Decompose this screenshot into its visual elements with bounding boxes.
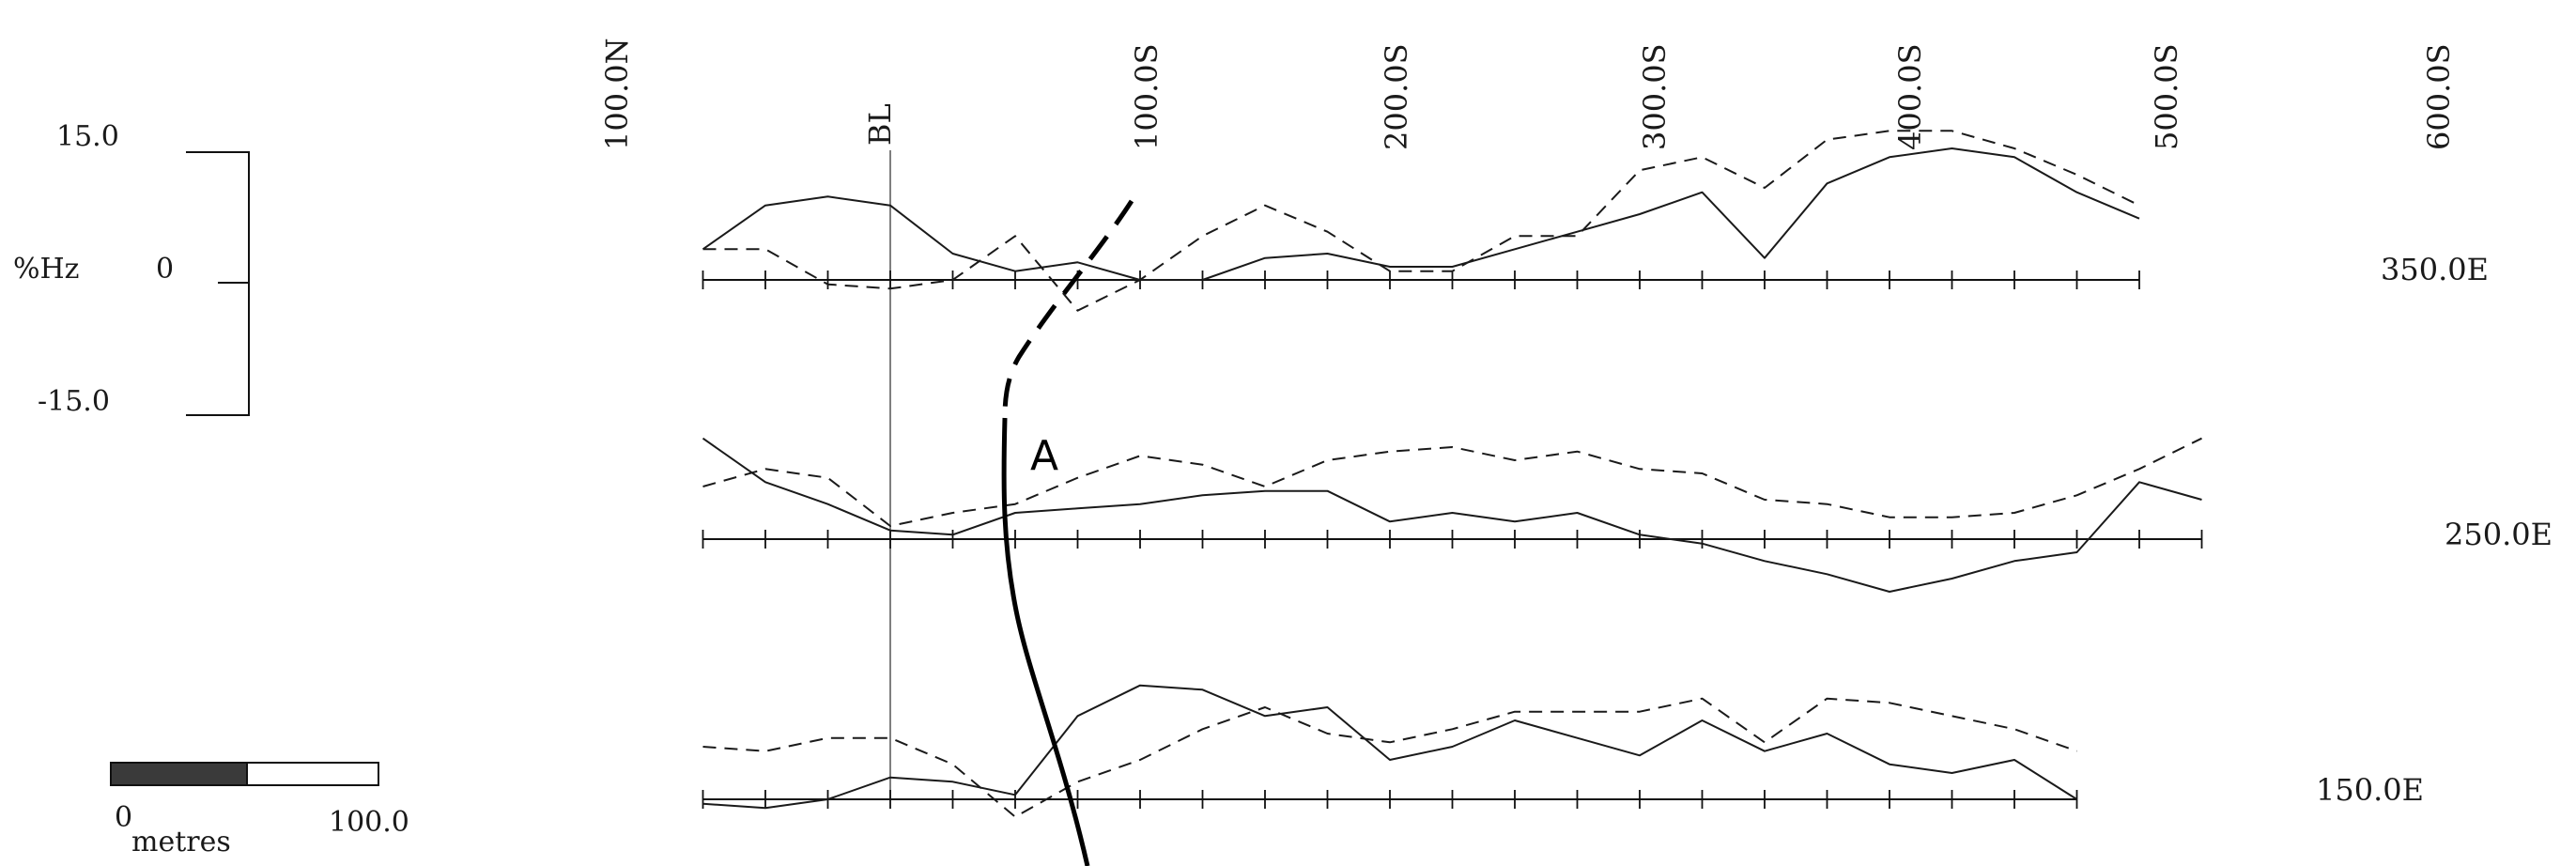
series-line-dashed [702,437,2202,527]
profile-line-label: 250.0E [2445,517,2553,552]
series-line-dashed [702,130,2140,312]
station-label: 100.0S [1129,43,1165,150]
profile-150.0E: 150.0E [702,684,2424,818]
feature-a-solid-trace [1001,417,1090,866]
scale-bar-empty-segment [246,762,379,786]
series-line-dashed [702,697,2077,818]
scale-bar-max-label: 100.0 [329,806,409,839]
scale-bar-min-label: 0 [115,801,132,834]
profile-250.0E: 250.0E [702,437,2553,593]
y-scale-bottom-label: -15.0 [38,385,110,418]
series-line-solid [702,147,2140,281]
interpreted-feature-a: A [1001,199,1134,866]
station-label: 200.0S [1379,43,1414,150]
profiles: 350.0E 250.0E 150.0E [702,130,2553,818]
station-label: BL [862,103,898,146]
station-labels: 100.0N BL 100.0S 200.0S 300.0S 400.0S 500.0S 60… [599,38,2457,150]
feature-a-dashed-trace [1002,199,1134,419]
station-label: 400.0S [1892,43,1928,150]
feature-a-label: A [1030,432,1058,480]
y-scale-zero-label: 0 [156,253,174,286]
scale-bar-filled-segment [110,762,248,786]
profile-line-label: 150.0E [2316,772,2424,808]
series-line-solid [702,437,2202,593]
station-label: 500.0S [2149,43,2184,150]
y-scale-top-label: 15.0 [56,120,119,153]
y-scale-bar: 15.0 %Hz 0 -15.0 [13,120,250,418]
series-line-solid [702,684,2078,810]
profile-350.0E: 350.0E [702,130,2489,312]
scale-bar-unit-label: metres [131,826,231,858]
station-label: 300.0S [1637,43,1673,150]
y-scale-unit-label: %Hz [13,253,79,286]
station-label: 600.0S [2421,43,2457,150]
distance-scale-bar: 0 100.0 metres [110,762,409,858]
station-label: 100.0N [599,38,635,150]
profile-line-label: 350.0E [2381,252,2489,287]
